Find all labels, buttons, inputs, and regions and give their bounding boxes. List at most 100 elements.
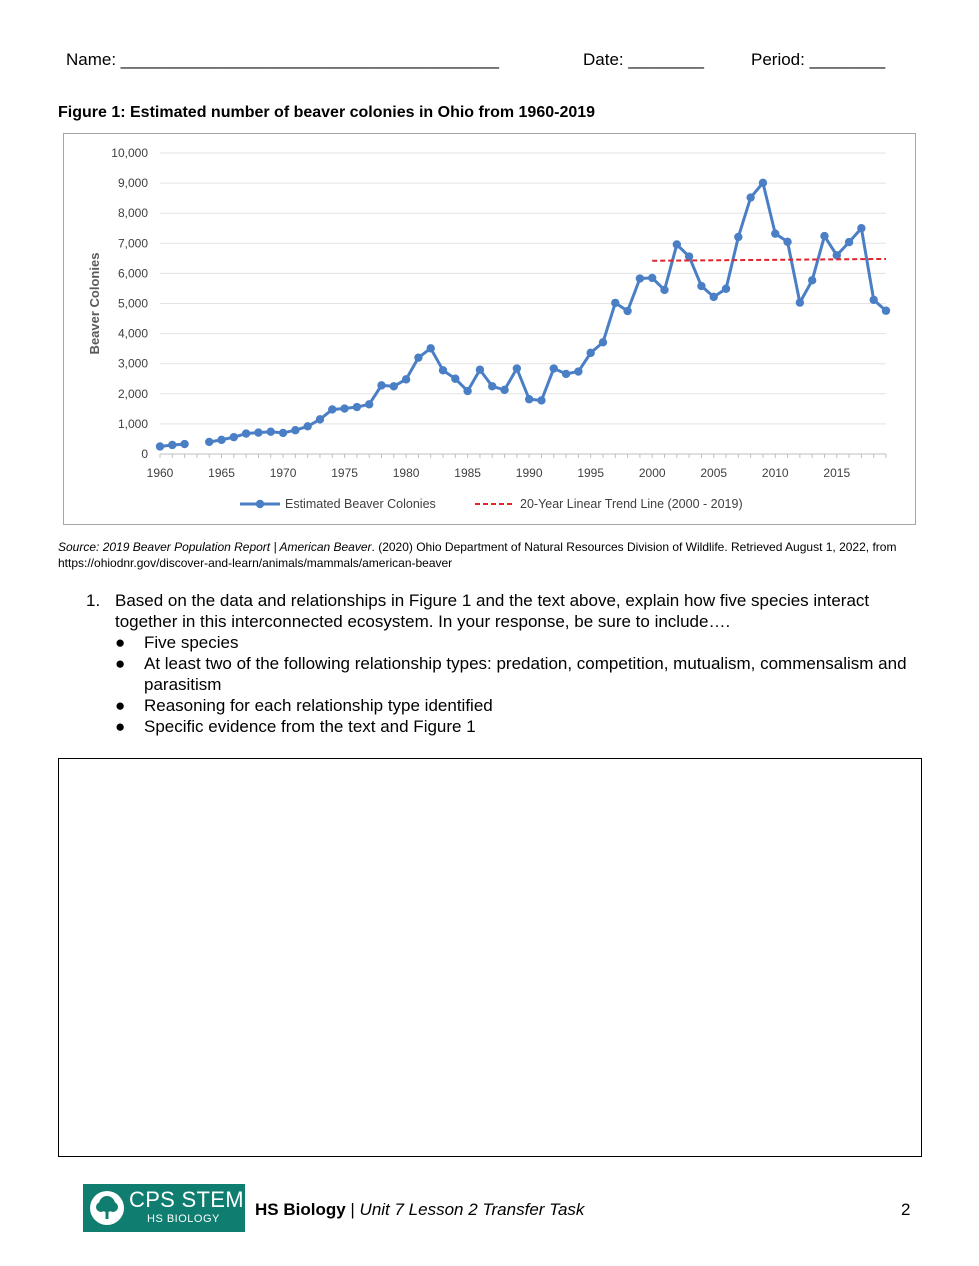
requirements-list: ● Five species ● At least two of the follo…	[86, 632, 926, 737]
unit-name: Unit 7 Lesson 2 Transfer Task	[359, 1200, 585, 1219]
period-field-label: Period: ________	[751, 50, 886, 69]
data-point	[709, 292, 718, 302]
data-point	[795, 298, 805, 307]
data-point	[168, 440, 177, 450]
data-point	[328, 405, 337, 414]
x-tick-label: 2015	[823, 466, 850, 480]
data-point	[598, 338, 608, 347]
data-point	[820, 231, 829, 241]
bullet-icon: ●	[115, 717, 126, 736]
data-point	[771, 229, 780, 238]
chart-svg: 0 1,000 2,000 3,000 4,000 5,000 6,000 7,000 8,00…	[87, 146, 891, 511]
beaver-colonies-chart: 0 1,000 2,000 3,000 4,000 5,000 6,000 7,000 8,00…	[63, 133, 916, 525]
data-point	[377, 381, 386, 390]
name-field-label: Name: __________________________________…	[66, 50, 499, 69]
data-point	[648, 273, 657, 283]
data-point	[180, 439, 189, 449]
legend-marker	[255, 499, 265, 509]
data-point	[881, 306, 891, 315]
page-number: 2	[901, 1200, 911, 1219]
bullet-icon: ●	[115, 696, 126, 715]
x-tick-label: 1960	[147, 466, 174, 480]
y-tick-label: 3,000	[118, 357, 148, 371]
data-point	[488, 382, 497, 391]
data-point	[635, 274, 645, 283]
data-point	[500, 385, 509, 395]
footer-separator: |	[345, 1200, 360, 1219]
data-point	[660, 285, 669, 295]
data-point	[155, 442, 165, 451]
data-point	[414, 353, 423, 362]
x-tick-label: 1975	[331, 466, 358, 480]
data-point	[241, 429, 251, 438]
y-tick-label: 0	[141, 447, 148, 461]
series-line-estimated-beaver-colonies	[208, 181, 887, 444]
data-point	[869, 295, 878, 305]
requirement-item: ● At least two of the following relations…	[115, 654, 907, 694]
footer-course-info: HS Biology | Unit 7 Lesson 2 Transfer Ta…	[255, 1200, 584, 1220]
x-tick-label: 1985	[454, 466, 481, 480]
data-point	[574, 367, 583, 376]
data-point	[254, 428, 263, 437]
x-tick-label: 2000	[639, 466, 666, 480]
question-1: 1. Based on the data and relationships i…	[86, 590, 926, 737]
data-point	[291, 426, 300, 435]
y-tick-label: 1,000	[118, 417, 148, 431]
data-point	[401, 375, 411, 384]
data-point	[463, 386, 472, 396]
y-tick-label: 2,000	[118, 387, 148, 401]
source-details: . (2020) Ohio Department of Natural Reso…	[58, 540, 897, 570]
date-field-label: Date: ________	[583, 50, 704, 69]
x-tick-label: 1965	[208, 466, 235, 480]
data-point	[549, 364, 558, 373]
data-point	[205, 437, 214, 447]
x-tick-label: 1990	[516, 466, 543, 480]
data-point	[451, 374, 460, 383]
x-tick-label: 2005	[700, 466, 727, 480]
y-tick-label: 4,000	[118, 327, 148, 341]
cps-stem-logo: CPS STEM HS BIOLOGY	[83, 1184, 245, 1232]
course-name: HS Biology	[255, 1200, 346, 1219]
y-tick-label: 5,000	[118, 297, 148, 311]
logo-subtitle: HS BIOLOGY	[147, 1213, 220, 1225]
requirement-item: ● Specific evidence from the text and Fig…	[115, 717, 476, 736]
y-tick-label: 8,000	[118, 206, 148, 220]
data-point	[315, 415, 325, 424]
data-point	[426, 344, 435, 353]
data-point	[561, 369, 571, 379]
data-point	[832, 251, 841, 260]
data-point	[746, 193, 755, 202]
question-text: Based on the data and relationships in F…	[115, 591, 870, 631]
data-point	[217, 435, 226, 445]
data-point	[844, 237, 854, 247]
data-point	[524, 395, 534, 404]
data-point	[512, 364, 522, 373]
data-point	[721, 284, 731, 293]
x-tick-label: 1995	[577, 466, 604, 480]
y-axis-title: Beaver Colonies	[87, 253, 102, 355]
data-point	[611, 298, 620, 308]
page-footer: CPS STEM HS BIOLOGY HS Biology | Unit 7 …	[0, 1184, 979, 1234]
data-point	[266, 427, 275, 436]
bullet-icon: ●	[115, 633, 126, 652]
data-point	[340, 404, 349, 413]
data-point	[303, 422, 312, 431]
data-point	[758, 178, 768, 187]
legend-label-estimated-beaver-colonies: Estimated Beaver Colonies	[285, 497, 436, 511]
data-point	[438, 366, 448, 375]
y-tick-label: 7,000	[118, 236, 148, 250]
logo-title: CPS STEM	[129, 1187, 244, 1212]
y-tick-label: 6,000	[118, 266, 148, 280]
data-point	[734, 232, 743, 242]
x-tick-label: 1980	[393, 466, 420, 480]
figure-source: Source: 2019 Beaver Population Report | …	[58, 539, 928, 571]
requirement-item: ● Five species	[115, 633, 239, 652]
data-point	[278, 428, 288, 438]
x-tick-label: 1970	[270, 466, 297, 480]
answer-box[interactable]	[58, 758, 922, 1157]
data-point	[623, 306, 632, 316]
legend-label-trend: 20-Year Linear Trend Line (2000 - 2019)	[520, 497, 743, 511]
data-point	[672, 240, 682, 249]
data-point	[364, 400, 374, 409]
data-point	[229, 432, 239, 442]
